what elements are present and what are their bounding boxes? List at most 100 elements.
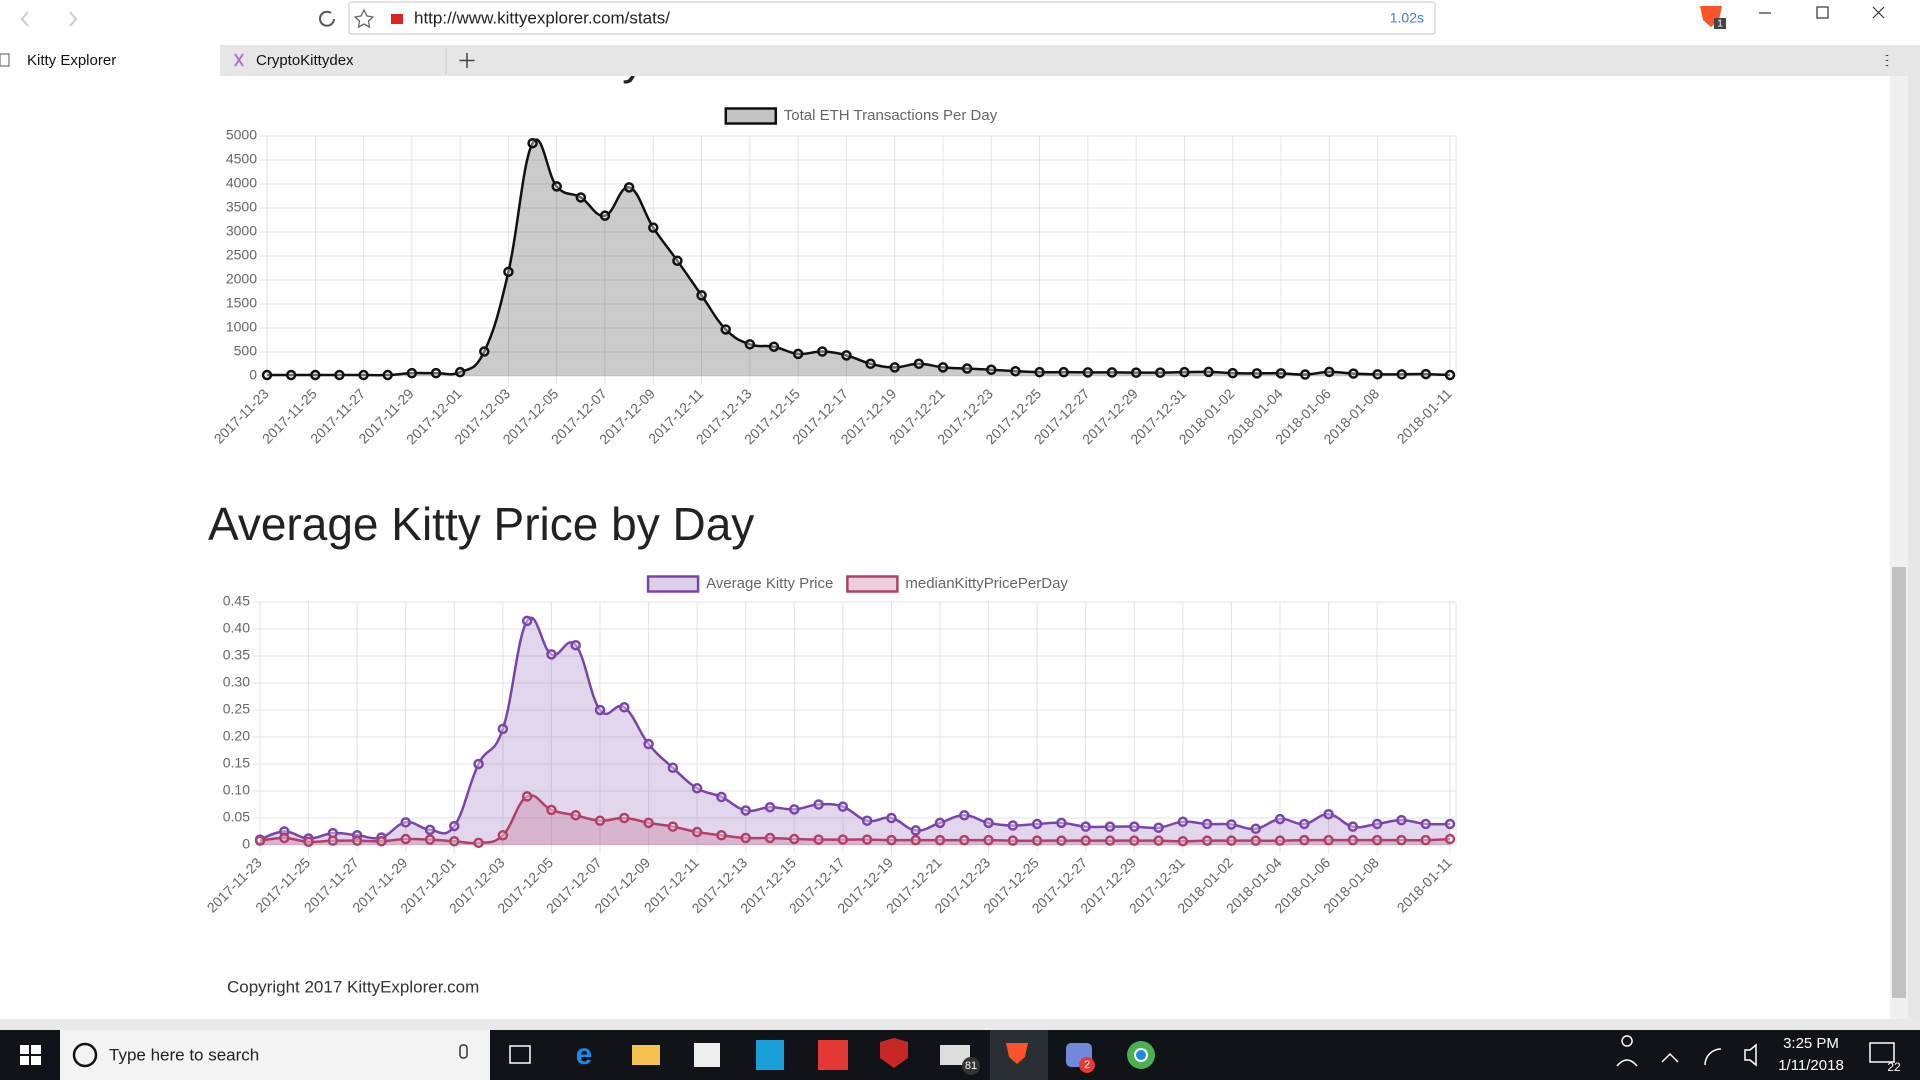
close-button[interactable] bbox=[1872, 6, 1885, 19]
data-point bbox=[959, 834, 970, 846]
store-icon[interactable] bbox=[694, 1043, 720, 1067]
data-point bbox=[983, 834, 994, 846]
data-point bbox=[619, 812, 630, 824]
data-point bbox=[1177, 816, 1189, 828]
scrollbar-thumb[interactable] bbox=[1892, 567, 1906, 998]
series-area bbox=[260, 617, 1450, 845]
copyright: Copyright 2017 KittyExplorer.com bbox=[227, 977, 479, 996]
tray-icons[interactable] bbox=[1616, 1035, 1757, 1067]
load-time: 1.02s bbox=[1390, 10, 1424, 26]
search-placeholder[interactable]: Type here to search bbox=[109, 1045, 259, 1064]
legend-item[interactable]: medianKittyPricePerDay bbox=[846, 575, 1068, 593]
back-button[interactable] bbox=[20, 11, 29, 27]
data-point bbox=[672, 255, 683, 267]
data-point bbox=[861, 834, 873, 845]
tab-bar bbox=[0, 45, 1920, 76]
data-point bbox=[424, 824, 436, 836]
data-point bbox=[691, 826, 703, 838]
legend-label: medianKittyPricePerDay bbox=[905, 575, 1068, 592]
maximize-button[interactable] bbox=[1816, 6, 1829, 19]
data-point bbox=[1010, 365, 1021, 377]
data-point bbox=[1203, 366, 1214, 378]
y-tick-label: 0.30 bbox=[223, 674, 250, 690]
data-point bbox=[1058, 366, 1069, 378]
data-point bbox=[817, 346, 828, 357]
task-view[interactable] bbox=[509, 1045, 531, 1064]
data-point bbox=[1396, 369, 1407, 380]
start-button[interactable] bbox=[20, 1045, 41, 1065]
app-icon[interactable] bbox=[756, 1040, 784, 1070]
tab-icon bbox=[234, 53, 244, 67]
forward-button[interactable] bbox=[69, 11, 78, 27]
search-box[interactable] bbox=[60, 1030, 490, 1080]
data-point bbox=[1347, 834, 1359, 846]
address-bar[interactable] bbox=[348, 1, 1436, 35]
data-point bbox=[1299, 369, 1311, 380]
legend-item[interactable]: Total ETH Transactions Per Day bbox=[724, 107, 998, 125]
data-point bbox=[961, 363, 973, 374]
data-point bbox=[740, 805, 751, 816]
active-tab[interactable] bbox=[0, 45, 220, 76]
data-point bbox=[886, 834, 897, 846]
data-point bbox=[910, 825, 921, 836]
data-point bbox=[449, 835, 460, 847]
data-point bbox=[1444, 833, 1456, 845]
mcafee-icon[interactable] bbox=[880, 1038, 908, 1068]
data-point bbox=[1056, 817, 1067, 829]
data-point bbox=[497, 723, 509, 735]
data-point bbox=[744, 339, 756, 350]
series-line bbox=[259, 794, 1451, 845]
bookmark-star[interactable] bbox=[353, 8, 375, 29]
tab-title[interactable]: Kitty Explorer bbox=[27, 52, 116, 69]
data-point bbox=[1444, 369, 1456, 381]
reload-button[interactable] bbox=[319, 10, 335, 27]
data-point bbox=[983, 817, 994, 829]
data-point bbox=[1177, 835, 1189, 847]
data-point bbox=[327, 835, 339, 846]
legend-item[interactable]: Average Kitty Price bbox=[646, 575, 833, 593]
mic-icon[interactable] bbox=[459, 1044, 468, 1059]
data-point bbox=[716, 830, 727, 841]
data-point bbox=[382, 369, 393, 381]
series-line bbox=[259, 616, 1451, 841]
explorer-icon[interactable] bbox=[632, 1045, 660, 1065]
data-point bbox=[594, 815, 606, 826]
data-point bbox=[1275, 368, 1287, 379]
clock-time[interactable]: 3:25 PM bbox=[1783, 1035, 1839, 1052]
data-point bbox=[570, 810, 581, 821]
mail-icon[interactable] bbox=[940, 1045, 970, 1065]
data-point bbox=[1201, 835, 1213, 846]
edge-icon[interactable]: e bbox=[576, 1038, 593, 1071]
tab-title[interactable]: CryptoKittydex bbox=[256, 52, 354, 69]
brave-icon[interactable] bbox=[1006, 1043, 1028, 1064]
clock-date[interactable]: 1/11/2018 bbox=[1778, 1057, 1844, 1074]
data-point bbox=[986, 364, 997, 376]
data-point bbox=[1080, 835, 1091, 846]
data-point bbox=[667, 762, 679, 774]
y-tick-label: 0.40 bbox=[223, 620, 250, 636]
data-point bbox=[406, 367, 418, 379]
data-point bbox=[1031, 818, 1043, 830]
data-point bbox=[886, 812, 897, 824]
app-icon[interactable] bbox=[818, 1040, 848, 1070]
extension-badge: 1 bbox=[1717, 19, 1723, 30]
new-tab-button[interactable] bbox=[459, 53, 475, 68]
y-tick-label: 0.15 bbox=[223, 755, 250, 771]
data-point bbox=[351, 835, 363, 846]
data-point bbox=[1179, 366, 1190, 378]
data-point bbox=[1080, 821, 1091, 832]
y-tick-label: 0.25 bbox=[223, 701, 250, 717]
data-point bbox=[1104, 835, 1116, 846]
series-area bbox=[267, 139, 1450, 376]
data-point bbox=[1082, 367, 1094, 378]
data-point bbox=[1250, 835, 1261, 846]
data-point bbox=[1129, 835, 1140, 846]
url[interactable]: http://www.kittyexplorer.com/stats/ bbox=[414, 8, 670, 27]
data-point bbox=[400, 817, 411, 828]
data-point bbox=[1155, 367, 1166, 378]
action-center[interactable] bbox=[1869, 1042, 1895, 1063]
data-point bbox=[889, 362, 900, 373]
data-point bbox=[696, 290, 707, 301]
